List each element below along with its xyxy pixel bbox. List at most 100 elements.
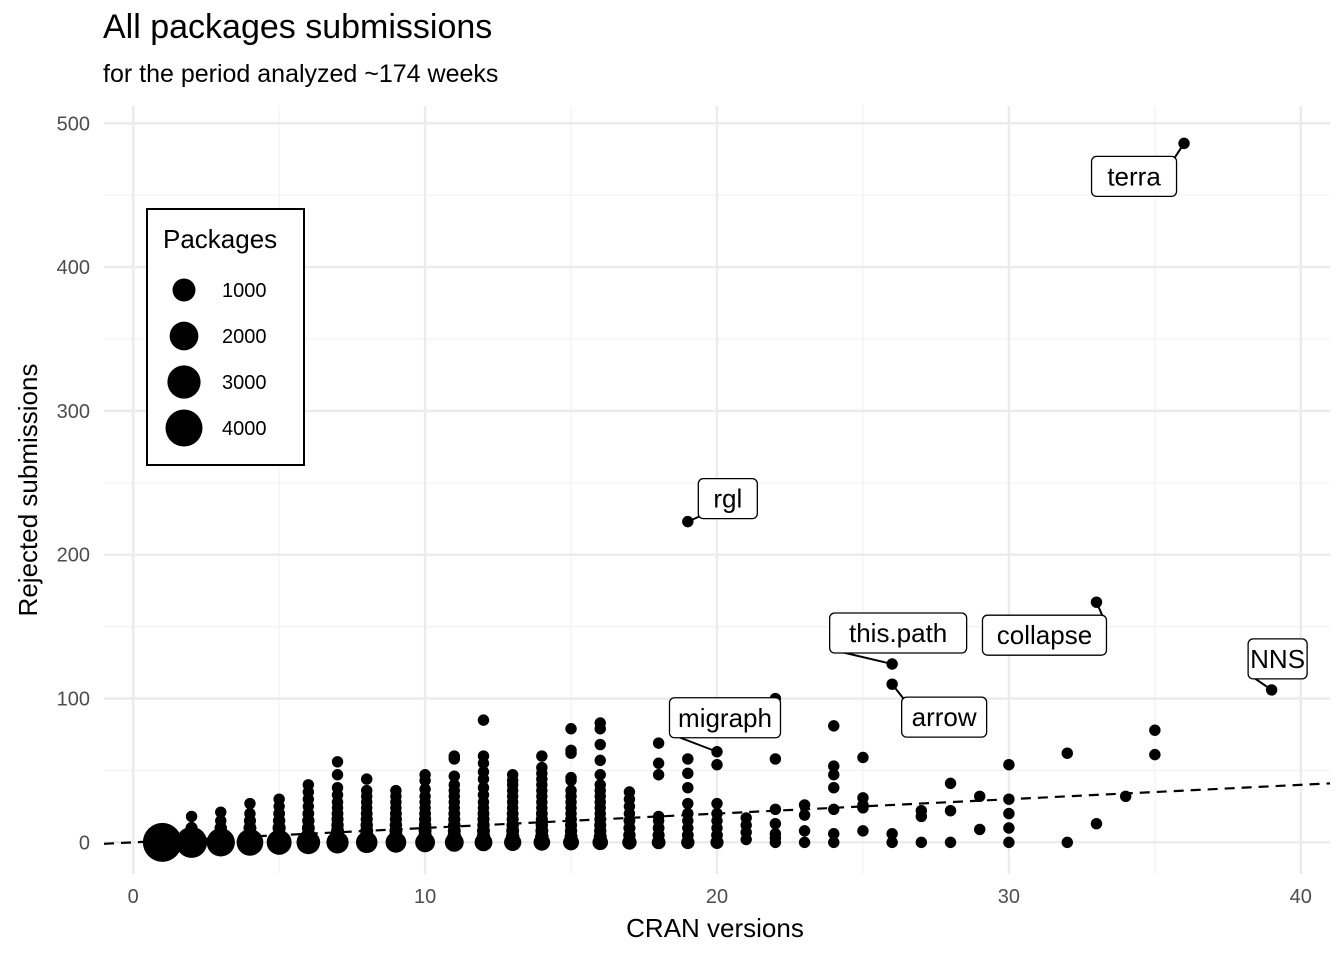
x-tick-label: 20 — [706, 886, 728, 908]
data-point — [1090, 817, 1103, 830]
data-point — [1003, 758, 1015, 771]
data-point — [594, 754, 606, 767]
data-point — [915, 836, 928, 849]
data-point — [477, 714, 490, 726]
data-point — [215, 806, 227, 818]
data-point — [1119, 790, 1132, 803]
point-label: rgl — [713, 484, 742, 514]
data-point — [798, 799, 811, 811]
data-point — [331, 756, 344, 768]
data-point — [1061, 747, 1073, 759]
label-box — [1247, 638, 1308, 680]
chart-subtitle: for the period analyzed ~174 weeks — [103, 60, 499, 88]
label-box — [828, 612, 968, 654]
legend-key-circle — [165, 409, 203, 447]
legend-key-label: 1000 — [222, 280, 267, 302]
point-label: terra — [1107, 161, 1161, 191]
point-label: this.path — [849, 618, 947, 648]
data-point — [594, 769, 606, 781]
data-point — [974, 823, 986, 836]
y-tick-label: 400 — [57, 257, 90, 279]
data-point — [682, 767, 694, 780]
data-point — [1003, 822, 1015, 834]
data-point — [244, 797, 256, 810]
data-point — [682, 781, 694, 794]
data-point — [682, 797, 694, 810]
data-point — [594, 779, 606, 791]
legend-key-label: 2000 — [222, 326, 267, 348]
point-labels-group: terra rgl this.path collapse NNS arrow migraph — [668, 142, 1308, 753]
y-tick-label: 200 — [57, 545, 90, 567]
data-point — [1149, 724, 1161, 736]
legend-key-circle — [167, 365, 201, 399]
data-point — [565, 784, 577, 797]
data-point — [448, 770, 460, 782]
data-point — [361, 784, 373, 797]
data-point — [828, 720, 840, 732]
data-point — [915, 805, 928, 817]
data-point — [769, 828, 782, 840]
data-point — [565, 723, 577, 735]
data-point — [331, 781, 344, 794]
data-point — [798, 825, 811, 837]
data-point — [623, 786, 636, 798]
data-point — [565, 744, 577, 757]
data-point — [1003, 836, 1015, 849]
y-axis-title: Rejected submissions — [13, 364, 43, 617]
data-point — [477, 766, 490, 778]
y-tick-label: 0 — [79, 832, 90, 854]
data-point — [419, 783, 431, 795]
label-leader-line — [891, 683, 906, 701]
data-point — [974, 790, 986, 803]
data-point — [769, 817, 782, 830]
data-point — [1265, 684, 1278, 696]
point-label: collapse — [997, 620, 1092, 650]
x-tick-label: 0 — [128, 886, 139, 908]
y-tick-label: 500 — [57, 113, 90, 135]
data-point — [1061, 836, 1073, 849]
data-point — [331, 769, 344, 781]
label-box — [1090, 155, 1178, 198]
data-point — [769, 753, 782, 765]
data-point — [477, 781, 490, 794]
data-point — [390, 784, 402, 797]
point-label: arrow — [912, 702, 977, 732]
data-point — [273, 793, 285, 805]
data-point — [828, 803, 840, 815]
data-point — [711, 758, 723, 771]
data-point — [652, 737, 665, 749]
data-point — [769, 803, 782, 815]
point-label: migraph — [678, 703, 772, 733]
data-point — [536, 750, 548, 762]
data-point — [506, 769, 519, 781]
legend: Packages 1000 2000 3000 4000 — [146, 208, 305, 466]
data-point — [682, 807, 694, 820]
data-point — [1178, 137, 1190, 150]
data-point — [1149, 748, 1161, 761]
data-point — [477, 750, 490, 762]
legend-title: Packages — [163, 224, 277, 254]
data-point — [142, 822, 182, 862]
data-point — [419, 769, 431, 781]
label-box — [697, 477, 758, 520]
legend-key-circle — [169, 321, 199, 351]
data-point — [798, 809, 811, 821]
chart-title: All packages submissions — [103, 8, 493, 46]
data-point — [886, 828, 898, 840]
data-point — [448, 779, 460, 791]
y-tick-label: 300 — [57, 401, 90, 423]
label-leader-line — [1172, 142, 1185, 160]
data-point — [185, 821, 198, 835]
label-box — [900, 696, 988, 738]
x-tick-label: 30 — [998, 886, 1020, 908]
data-point — [828, 828, 840, 840]
points-group — [142, 137, 1278, 862]
data-point — [594, 738, 606, 751]
data-point — [652, 810, 665, 823]
legend-key-circle — [172, 278, 196, 302]
data-point — [857, 792, 869, 804]
x-tick-label: 10 — [414, 886, 436, 908]
data-point — [244, 807, 256, 820]
